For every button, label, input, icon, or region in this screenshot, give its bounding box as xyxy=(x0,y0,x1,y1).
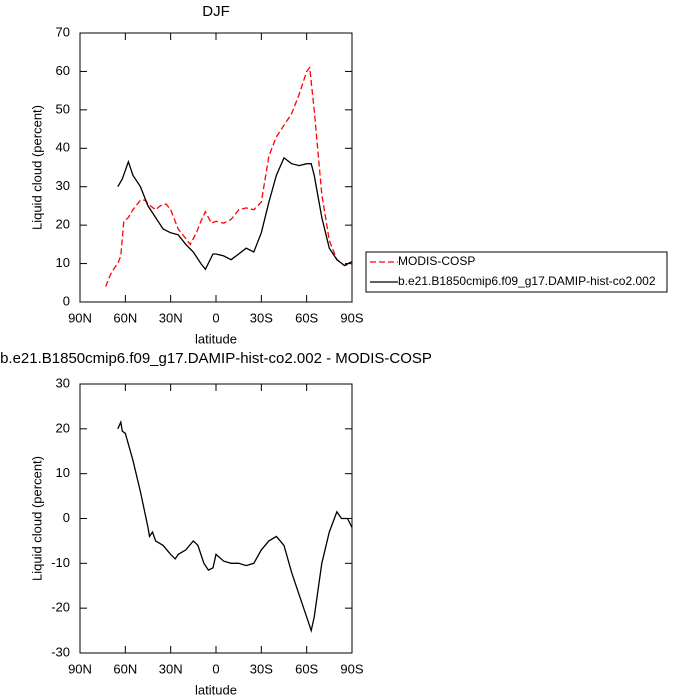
y-axis-label: Liquid cloud (percent) xyxy=(29,456,44,581)
x-tick-label: 60N xyxy=(113,661,137,676)
plot-frame xyxy=(79,383,353,654)
y-tick-label: 40 xyxy=(56,140,70,155)
series-line xyxy=(117,419,353,634)
y-tick-label: 30 xyxy=(56,375,70,390)
y-tick-label: -10 xyxy=(51,555,70,570)
x-tick-label: 60S xyxy=(295,661,318,676)
legend-label: b.e21.B1850cmip6.f09_g17.DAMIP-hist-co2.… xyxy=(398,274,656,288)
y-tick-label: 30 xyxy=(56,178,70,193)
y-tick-label: 10 xyxy=(56,465,70,480)
x-tick-label: 30N xyxy=(159,661,183,676)
x-tick-label: 0 xyxy=(212,661,219,676)
y-tick-label: 20 xyxy=(56,420,70,435)
y-tick-label: -20 xyxy=(51,600,70,615)
y-tick-label: 10 xyxy=(56,255,70,270)
x-axis-label: latitude xyxy=(195,682,237,697)
x-tick-label: 90N xyxy=(68,310,92,325)
x-tick-label: 30S xyxy=(250,310,273,325)
legend-box xyxy=(365,251,668,293)
series-line xyxy=(117,156,353,271)
y-tick-label: -30 xyxy=(51,644,70,659)
plot-frame xyxy=(79,32,353,303)
x-tick-label: 90S xyxy=(340,661,363,676)
y-tick-label: 50 xyxy=(56,101,70,116)
x-tick-label: 30N xyxy=(159,310,183,325)
y-tick-label: 20 xyxy=(56,217,70,232)
chart-title: DJF xyxy=(202,3,230,20)
y-tick-label: 60 xyxy=(56,63,70,78)
x-axis-label: latitude xyxy=(195,331,237,346)
x-tick-label: 60S xyxy=(295,310,318,325)
y-axis-label: Liquid cloud (percent) xyxy=(29,105,44,230)
x-tick-label: 90N xyxy=(68,661,92,676)
x-tick-label: 90S xyxy=(340,310,363,325)
y-tick-label: 70 xyxy=(56,24,70,39)
x-tick-label: 0 xyxy=(212,310,219,325)
y-tick-label: 0 xyxy=(63,293,70,308)
series-line xyxy=(105,65,353,287)
legend-label: MODIS-COSP xyxy=(398,254,475,268)
x-tick-label: 60N xyxy=(113,310,137,325)
x-tick-label: 30S xyxy=(250,661,273,676)
y-tick-label: 0 xyxy=(63,510,70,525)
chart-title: b.e21.B1850cmip6.f09_g17.DAMIP-hist-co2.… xyxy=(0,350,432,367)
